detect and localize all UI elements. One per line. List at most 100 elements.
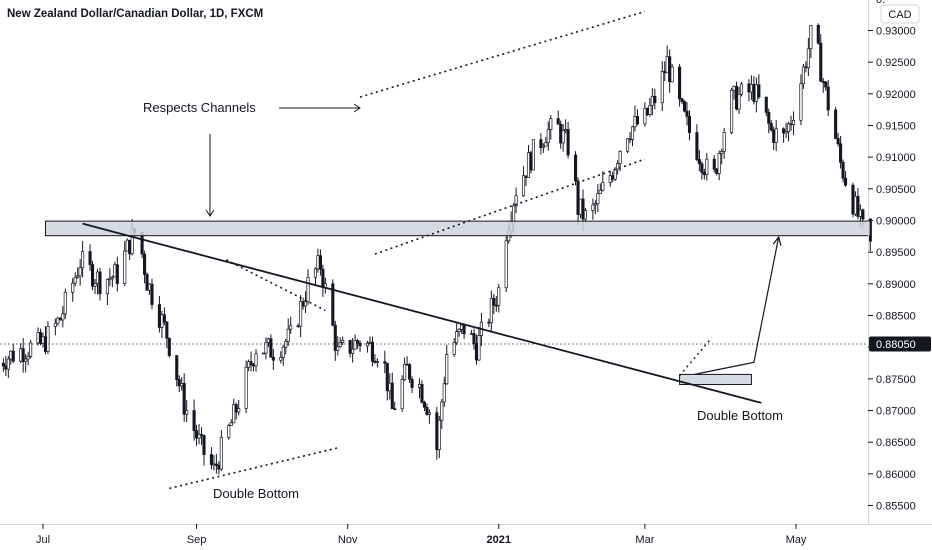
candle-body: [457, 328, 461, 332]
candle-body: [289, 325, 293, 330]
y-tick-label: 0.90500: [876, 184, 916, 196]
candle-body: [338, 342, 342, 348]
y-tick-label: 0.85500: [876, 501, 916, 513]
candle-body: [125, 239, 129, 252]
y-tick-label: 0.90000: [876, 216, 916, 228]
double-bottom-support-line[interactable]: [169, 446, 341, 490]
candle-body: [494, 304, 498, 307]
candle-body: [358, 342, 362, 347]
candle-body: [440, 401, 444, 421]
candle-body: [251, 364, 256, 367]
candle-body: [521, 175, 526, 197]
candle-body: [368, 341, 372, 344]
candle-body: [529, 152, 533, 171]
price-axis[interactable]: 0.85500 0.86000 0.86500 0.87000 0.87500 0.880…: [868, 0, 916, 513]
time-axis[interactable]: Jul Sep Nov 2021 Mar May: [36, 524, 807, 546]
candle-body: [98, 271, 102, 295]
down-arrow-head: [205, 209, 215, 217]
candle-body: [417, 383, 422, 388]
y-tick-label: 0.86500: [876, 437, 916, 449]
candle-body: [56, 317, 60, 324]
y-tick-label: 0.89000: [876, 279, 916, 291]
y-tick-label: 0.87500: [876, 374, 916, 386]
candle-body: [143, 253, 147, 275]
candle-body: [722, 132, 726, 152]
candle-body: [749, 84, 753, 93]
candle-body: [730, 89, 734, 133]
candle-body: [524, 175, 528, 178]
candle-body: [105, 279, 109, 295]
candle-body: [487, 321, 491, 324]
projection-path[interactable]: [694, 236, 780, 375]
candle-body: [578, 198, 583, 215]
candle-body: [393, 408, 397, 410]
candle-body: [700, 163, 704, 173]
x-tick-label: May: [786, 534, 807, 546]
candle-body: [826, 86, 830, 111]
candle-body: [264, 342, 268, 354]
candle-body: [306, 276, 310, 302]
candle-body: [564, 129, 568, 132]
candle-body: [789, 123, 793, 126]
candle-body: [445, 354, 449, 385]
candle-body: [856, 196, 860, 217]
y-tick-label: 0.92500: [876, 57, 916, 69]
candle-body: [452, 342, 456, 355]
candle-body: [266, 338, 270, 343]
candle-body: [593, 203, 597, 206]
candle-body: [4, 365, 8, 370]
candle-body: [799, 83, 803, 121]
candle-body: [177, 379, 181, 387]
candle-body: [732, 85, 736, 91]
candle-body: [244, 366, 248, 409]
currency-badge[interactable]: [880, 4, 920, 24]
wedge-upper-line[interactable]: [225, 259, 326, 312]
candle-body: [752, 84, 756, 102]
candle-body: [199, 434, 204, 436]
resistance-zone[interactable]: [44, 220, 871, 237]
candle-body: [313, 268, 318, 278]
candle-body: [21, 348, 25, 362]
candle-body: [351, 348, 355, 354]
candle-body: [6, 358, 10, 370]
candle-body: [271, 356, 275, 361]
candle-body: [851, 184, 855, 215]
candle-body: [769, 123, 773, 131]
candle-body: [556, 118, 560, 125]
candle-body: [601, 182, 605, 191]
candle-body: [110, 276, 114, 279]
descending-trendline[interactable]: [82, 222, 762, 404]
candle-body: [442, 383, 446, 403]
candle-body: [318, 255, 322, 270]
support-zone[interactable]: [679, 373, 752, 386]
candle-body: [767, 112, 771, 124]
candle-body: [90, 264, 95, 287]
candle-body: [663, 70, 667, 74]
candle-body: [824, 81, 828, 88]
candle-body: [425, 406, 429, 415]
candle-body: [115, 264, 119, 284]
candle-body: [791, 119, 796, 126]
candle-body: [653, 95, 657, 104]
candle-body: [670, 66, 674, 83]
y-tick-label: 0.86000: [876, 469, 916, 481]
candle-body: [341, 340, 345, 343]
candle-body: [95, 271, 100, 284]
candle-body: [400, 379, 404, 410]
channel-lower-line[interactable]: [374, 158, 646, 255]
candle-body: [147, 283, 152, 291]
candle-body: [1, 362, 5, 367]
candle-body: [660, 70, 664, 104]
x-tick-label: Nov: [338, 534, 358, 546]
candle-body: [38, 332, 43, 344]
candle-body: [420, 383, 424, 403]
candle-body: [665, 56, 669, 74]
candle-body: [492, 298, 496, 306]
candle-body: [217, 465, 221, 470]
candle-body: [234, 404, 238, 413]
channel-upper-line[interactable]: [359, 10, 646, 98]
candle-body: [365, 342, 370, 347]
candle-body: [219, 437, 223, 470]
right-arrow-head: [353, 103, 361, 113]
